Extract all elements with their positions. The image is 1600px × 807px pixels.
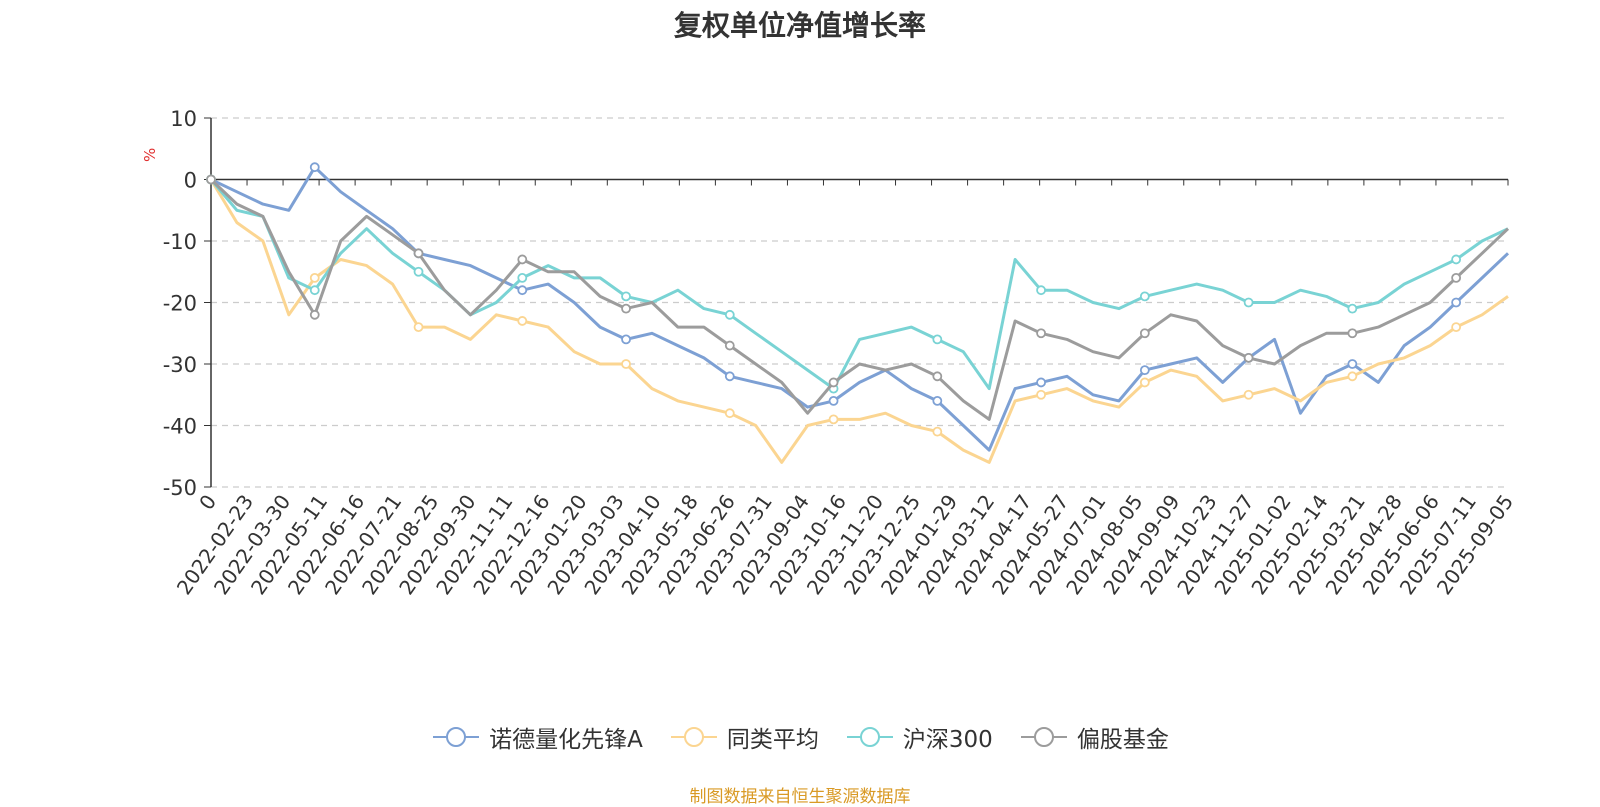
data-point xyxy=(1451,297,1462,308)
y-tick-label: -40 xyxy=(163,415,197,439)
legend-label: 诺德量化先锋A xyxy=(489,727,643,753)
series-line xyxy=(210,165,1510,452)
chart-title: 复权单位净值增长率 xyxy=(673,9,926,42)
legend-label: 沪深300 xyxy=(902,727,993,753)
data-point xyxy=(724,371,735,382)
data-point xyxy=(828,414,839,425)
data-point xyxy=(621,359,631,369)
legend-label: 同类平均 xyxy=(726,727,819,753)
y-tick-label: 10 xyxy=(170,107,197,131)
data-point xyxy=(932,371,943,382)
data-point xyxy=(1036,328,1046,339)
data-point xyxy=(724,340,735,351)
legend-line-circle-icon xyxy=(1020,727,1067,747)
legend: 诺德量化先锋A 同类平均 沪深300 偏股基金 xyxy=(0,720,1600,754)
x-tick-label: 0 xyxy=(194,490,221,514)
data-point xyxy=(1243,297,1254,308)
data-point xyxy=(413,322,424,333)
data-point xyxy=(1036,285,1046,296)
legend-label: 偏股基金 xyxy=(1076,727,1169,753)
data-point xyxy=(621,334,631,345)
data-point xyxy=(309,272,320,283)
data-point xyxy=(1243,389,1254,400)
legend-item[interactable]: 沪深300 xyxy=(845,720,993,754)
data-point xyxy=(309,309,320,320)
data-point xyxy=(309,285,320,296)
data-point xyxy=(1347,328,1358,339)
legend-line-circle-icon xyxy=(670,727,717,747)
data-point xyxy=(1036,377,1046,388)
data-point xyxy=(932,426,943,437)
series-line xyxy=(209,178,1509,464)
y-tick-label: -30 xyxy=(163,353,197,377)
data-point xyxy=(1347,303,1358,314)
data-point xyxy=(1139,291,1150,302)
data-point xyxy=(517,272,528,283)
data-point xyxy=(206,174,216,185)
data-point xyxy=(1451,272,1462,283)
data-point xyxy=(1139,328,1150,339)
y-tick-label: -10 xyxy=(163,230,197,254)
y-axis-label: % xyxy=(141,148,159,162)
data-point xyxy=(1139,365,1150,376)
source-note: 制图数据来自恒生聚源数据库 xyxy=(689,787,911,807)
data-point xyxy=(309,162,320,173)
data-point xyxy=(932,334,943,345)
legend-item[interactable]: 诺德量化先锋A xyxy=(431,720,643,754)
plot-area: 100-10-20-30-40-50%02022-02-232022-03-30… xyxy=(141,107,1518,599)
y-tick-label: -20 xyxy=(163,292,197,316)
series-line xyxy=(209,178,1510,421)
data-point xyxy=(621,291,631,302)
data-point xyxy=(1347,359,1358,369)
data-point xyxy=(1243,352,1254,363)
legend-item[interactable]: 偏股基金 xyxy=(1019,720,1169,754)
data-point xyxy=(1451,322,1462,333)
data-point xyxy=(932,395,943,406)
data-point xyxy=(413,266,424,277)
data-point xyxy=(724,408,735,419)
data-point xyxy=(517,316,528,326)
data-point xyxy=(1451,254,1462,265)
data-point xyxy=(413,248,424,259)
legend-line-circle-icon xyxy=(433,727,480,747)
data-point xyxy=(1139,377,1150,388)
series-line xyxy=(209,178,1509,391)
data-point xyxy=(621,303,631,314)
data-point xyxy=(517,285,528,296)
data-point xyxy=(828,395,839,406)
y-tick-label: 0 xyxy=(184,169,197,193)
legend-line-circle-icon xyxy=(846,727,893,747)
data-point xyxy=(828,377,839,388)
data-point xyxy=(517,254,528,265)
data-point xyxy=(1347,371,1358,382)
data-point xyxy=(1036,389,1046,400)
y-tick-label: -50 xyxy=(163,476,197,500)
legend-item[interactable]: 同类平均 xyxy=(669,720,819,754)
data-point xyxy=(724,309,735,320)
